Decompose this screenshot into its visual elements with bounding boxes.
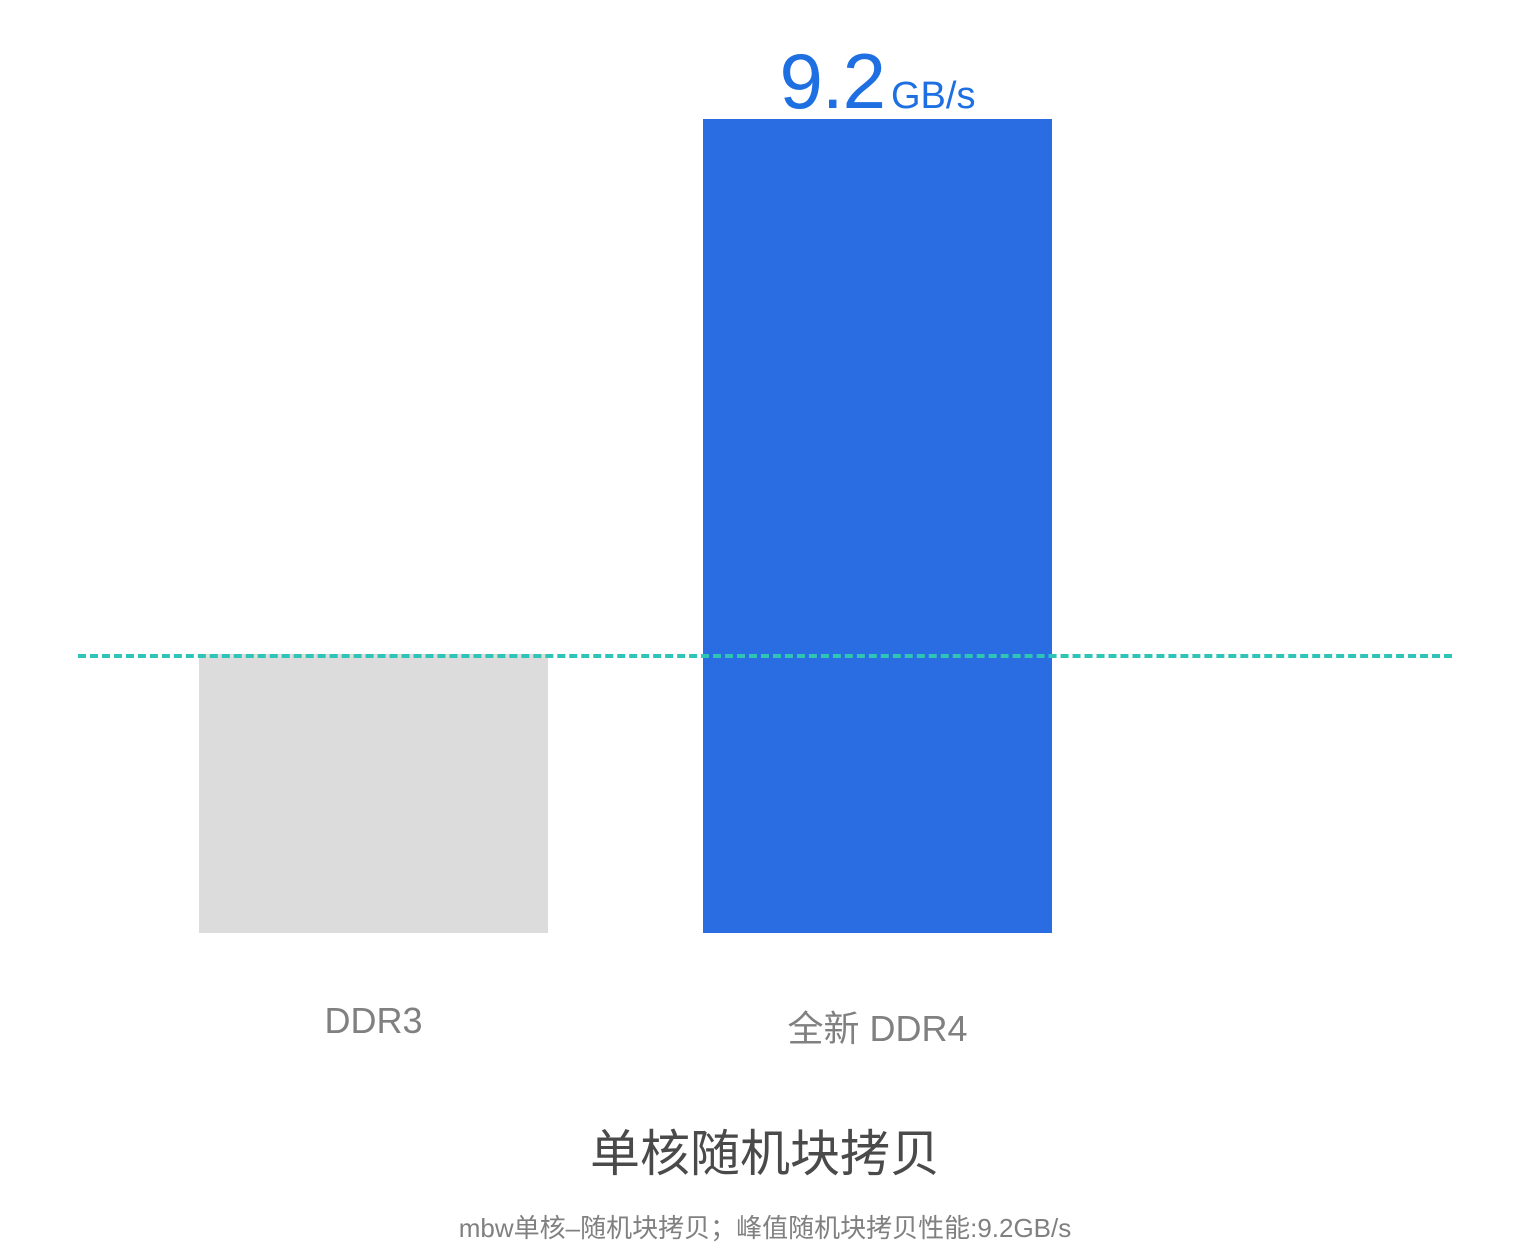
bar-ddr4	[703, 119, 1052, 933]
value-number: 9.2	[780, 37, 885, 125]
bar-ddr3	[199, 654, 548, 933]
value-unit: GB/s	[891, 75, 975, 117]
category-label-ddr3: DDR3	[199, 1000, 548, 1042]
category-label-ddr4: 全新 DDR4	[703, 1000, 1052, 1052]
chart-subtitle: mbw单核–随机块拷贝；峰值随机块拷贝性能:9.2GB/s	[0, 1208, 1530, 1242]
bar-ddr4-value: 9.2GB/s	[703, 36, 1052, 127]
reference-line	[78, 654, 1452, 658]
chart-title: 单核随机块拷贝	[0, 1114, 1530, 1186]
chart-stage: 9.2GB/s DDR3 全新 DDR4 单核随机块拷贝 mbw单核–随机块拷贝…	[0, 0, 1530, 1242]
